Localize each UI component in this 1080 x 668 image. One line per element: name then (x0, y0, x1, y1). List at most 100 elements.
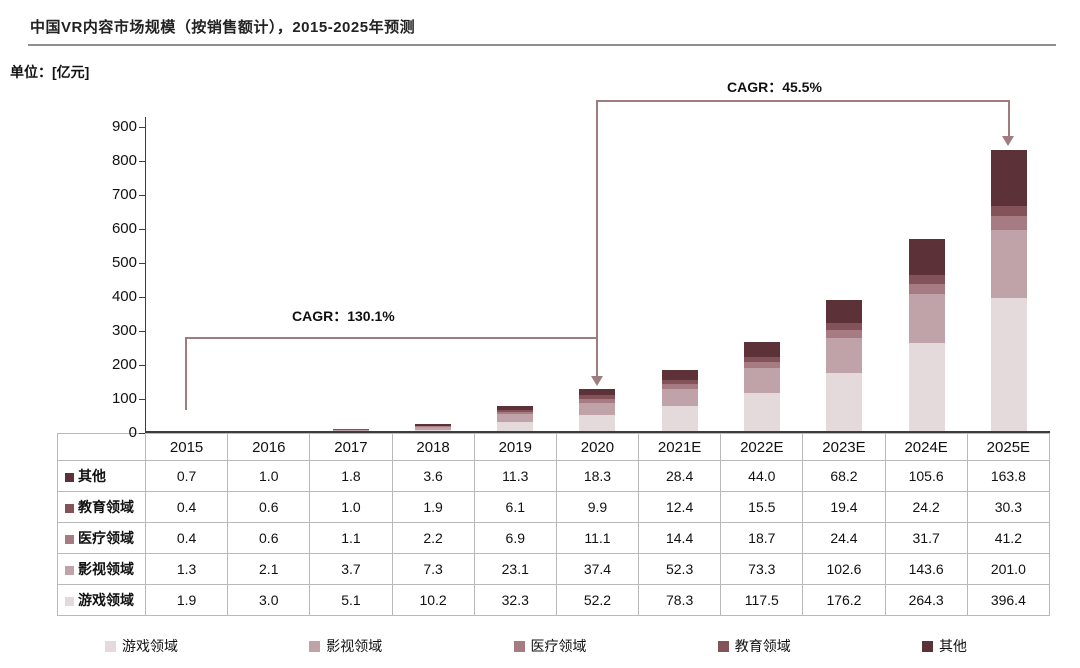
y-axis-tick-mark (139, 297, 145, 298)
bar-segment (743, 368, 780, 394)
unit-label: 单位：[亿元] (10, 64, 90, 80)
y-axis-tick-mark (139, 433, 145, 434)
table-row-label: 教育领域 (78, 499, 134, 515)
table-cell: 0.4 (144, 522, 229, 554)
table-cell: 9.9 (555, 491, 640, 523)
cagr-label-2020-2025: CAGR：45.5% (727, 79, 822, 95)
series-color-swatch (65, 596, 74, 606)
bar-segment (908, 275, 945, 284)
bar-segment (497, 414, 534, 423)
table-cell: 24.2 (884, 491, 968, 523)
legend-color-swatch (309, 640, 321, 652)
bar-segment (332, 430, 369, 432)
bar-segment (497, 411, 534, 415)
table-year-row: 2015 2016 2017 2018 2019 2020 2021E 2022E 2023E 2… (57, 433, 1051, 461)
table-cell: 14.4 (638, 522, 722, 554)
bar-column-2025E (968, 127, 1050, 433)
bar-segment (579, 389, 616, 396)
table-cell: 2.2 (391, 522, 475, 554)
table-cell: 52.2 (555, 584, 640, 616)
bar-segment (414, 426, 451, 428)
table-row: 影视领域 1.3 2.1 3.7 7.3 23.1 37.4 52.3 73.3 102.6 143… (57, 553, 1051, 585)
table-row-header: 医疗领域 (57, 522, 146, 554)
bar-segment (908, 294, 945, 344)
table-cell: 0.4 (144, 491, 229, 523)
bar-segment (414, 427, 451, 430)
table-year-header: 2025E (966, 433, 1051, 461)
table-year-header: 2016 (227, 433, 311, 461)
table-cell: 1.1 (309, 522, 393, 554)
table-cell: 1.8 (309, 460, 393, 492)
series-color-swatch (65, 565, 74, 575)
table-cell: 28.4 (638, 460, 722, 492)
table-cell: 2.1 (227, 553, 311, 585)
table-cell: 5.1 (309, 584, 393, 616)
bar-segment (579, 395, 616, 399)
table-year-header: 2023E (802, 433, 886, 461)
table-cell: 1.0 (227, 460, 311, 492)
bar-segment (332, 428, 369, 430)
legend-label: 其他 (939, 638, 967, 654)
bar-column-2022E (721, 127, 803, 433)
table-cell: 0.7 (144, 460, 229, 492)
table-cell: 18.7 (720, 522, 804, 554)
table-cell: 3.7 (309, 553, 393, 585)
table-year-header: 2018 (391, 433, 475, 461)
y-axis-tick-label: 700 (111, 186, 137, 203)
bar-segment (743, 341, 780, 357)
arrow-down-2020-icon (591, 376, 603, 386)
legend-label: 医疗领域 (530, 638, 587, 654)
bar-segment (661, 379, 698, 384)
table-cell: 15.5 (720, 491, 804, 523)
x-axis-line (145, 431, 1050, 433)
bar-segment (990, 229, 1027, 299)
bar-column-2024E (885, 127, 967, 433)
bar-column-2021E (639, 127, 721, 433)
table-year-header: 2020 (555, 433, 640, 461)
bar-column-2023E (803, 127, 885, 433)
table-cell: 18.3 (555, 460, 640, 492)
bar-segment (908, 343, 945, 433)
table-cell: 0.6 (227, 522, 311, 554)
series-color-swatch (65, 503, 74, 513)
bar-column-2019 (474, 127, 556, 433)
legend-color-swatch (922, 640, 933, 652)
legend-label: 影视领域 (326, 638, 383, 654)
series-color-swatch (65, 534, 74, 544)
bar-segment (826, 329, 863, 339)
y-axis-tick-label: 900 (111, 118, 137, 135)
table-cell: 37.4 (555, 553, 640, 585)
table-cell: 0.6 (227, 491, 311, 523)
y-axis-tick-mark (139, 365, 145, 366)
table-row-label: 游戏领域 (78, 592, 134, 608)
bar-segment (661, 406, 698, 433)
table-row: 游戏领域 1.9 3.0 5.1 10.2 32.3 52.2 78.3 117.5 176.2 2… (57, 584, 1051, 616)
table-row-label: 影视领域 (78, 561, 134, 577)
table-row-label: 医疗领域 (78, 530, 134, 546)
table-year-header: 2021E (638, 433, 722, 461)
y-axis-tick-mark (139, 229, 145, 230)
bar-segment (990, 205, 1027, 216)
bar-segment (826, 373, 863, 433)
table-cell: 163.8 (966, 460, 1051, 492)
table-year-header: 2015 (144, 433, 229, 461)
bar-column-2016 (227, 127, 309, 433)
bar-segment (908, 239, 945, 276)
legend-color-swatch (105, 640, 116, 652)
table-row: 医疗领域 0.4 0.6 1.1 2.2 6.9 11.1 14.4 18.7 24.4 31.7 4… (57, 522, 1051, 554)
legend-label: 教育领域 (734, 638, 791, 654)
bar-column-2017 (310, 127, 392, 433)
legend-color-swatch (513, 640, 525, 652)
bar-segment (826, 323, 863, 330)
series-color-swatch (65, 472, 74, 482)
bar-segment (743, 361, 780, 369)
legend-item: 医疗领域 (513, 636, 587, 656)
bar-segment (990, 298, 1027, 433)
bar-segment (826, 338, 863, 374)
y-axis-tick-label: 200 (111, 356, 137, 373)
table-cell: 12.4 (638, 491, 722, 523)
bar-segment (414, 425, 451, 427)
y-axis-tick-mark (139, 263, 145, 264)
cagr2-end-vertical (1008, 100, 1010, 138)
table-cell: 52.3 (638, 553, 722, 585)
